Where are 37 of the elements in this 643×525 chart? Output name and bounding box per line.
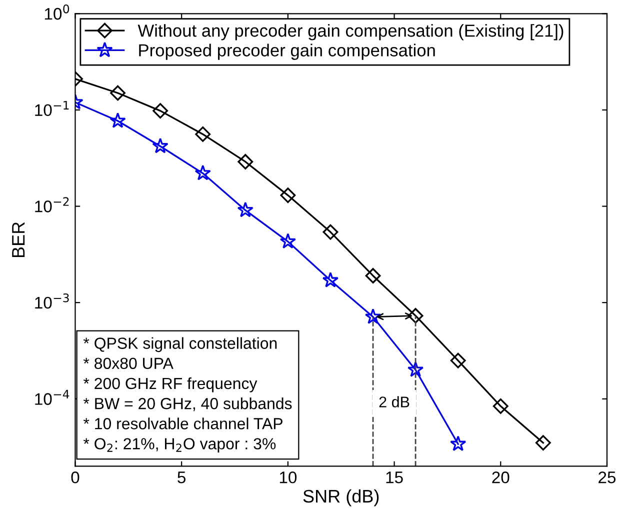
point xyxy=(408,308,424,324)
point xyxy=(365,268,381,284)
x-tick-label: 5 xyxy=(178,472,186,484)
annotation: 2 dB xyxy=(379,396,410,408)
point xyxy=(322,272,339,288)
x-tick-label: 15 xyxy=(386,472,403,484)
y-tick-label: 10$^{−1}$ xyxy=(35,100,69,116)
point xyxy=(450,436,466,452)
y-axis-title: BER xyxy=(12,222,25,258)
point xyxy=(237,202,254,218)
point xyxy=(110,112,126,128)
point xyxy=(364,308,382,324)
x-tick-label: 25 xyxy=(598,472,616,484)
point xyxy=(110,85,126,101)
x-tick-label: 10 xyxy=(280,472,297,484)
point xyxy=(322,224,338,240)
point xyxy=(238,154,254,170)
x-tick-label: 0 xyxy=(71,472,80,484)
y-tick-label: 10$^{−2}$ xyxy=(35,197,69,212)
point xyxy=(492,398,508,414)
point xyxy=(450,352,466,368)
point xyxy=(195,126,211,142)
x-axis-title: SNR (dB) xyxy=(303,489,379,506)
y-tick-label: 10$^{0}$ xyxy=(44,4,70,20)
y-tick-label: 10$^{−3}$ xyxy=(35,293,69,309)
legend-label: Proposed precoder gain compensation xyxy=(139,44,435,60)
x-tick-label: 20 xyxy=(492,472,510,484)
text: * QPSK signal constellation * 80x80 UPA * 200 GHz RF frequency * BW = 20 GHz, 40 subbands * 10 resolvable channel TAP * O$_{2}$: 21%, H$_{2}$O vapor : 3% xyxy=(83,337,292,453)
point xyxy=(152,138,168,154)
point xyxy=(535,435,551,451)
y-tick-label: 10$^{−4}$ xyxy=(35,390,70,405)
point xyxy=(280,188,296,204)
point xyxy=(194,164,211,180)
point xyxy=(280,233,296,249)
point xyxy=(407,361,424,377)
point xyxy=(152,103,168,119)
legend-label: Without any precoder gain compensation (Existing [21]) xyxy=(138,24,564,40)
